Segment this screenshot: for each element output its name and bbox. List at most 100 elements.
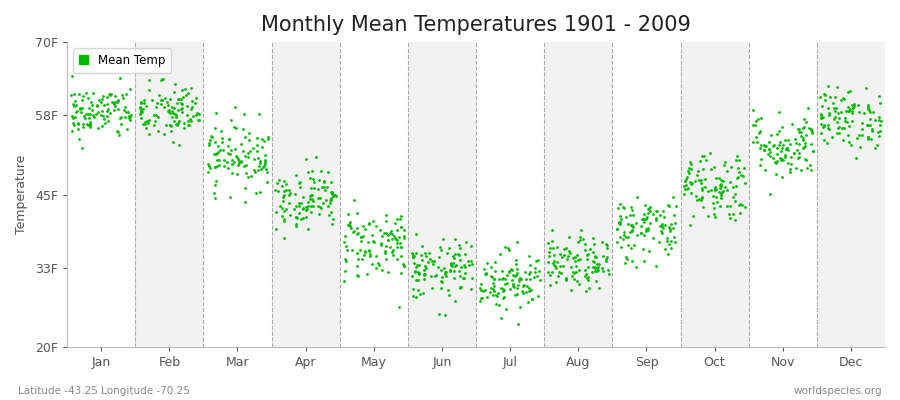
Point <box>112 75 127 81</box>
Point <box>626 224 640 230</box>
Point <box>763 149 778 155</box>
Point <box>376 230 391 236</box>
Point <box>641 210 655 216</box>
Point <box>854 132 868 138</box>
Point <box>821 122 835 129</box>
Point <box>721 211 735 218</box>
Point <box>279 187 293 193</box>
Point <box>290 215 304 221</box>
Point <box>328 192 343 198</box>
Point <box>770 151 784 157</box>
Point <box>231 160 246 166</box>
Point <box>791 155 806 162</box>
Point <box>224 161 238 168</box>
Point <box>816 114 831 120</box>
Point <box>322 200 337 206</box>
Point <box>213 128 228 134</box>
Point <box>437 312 452 318</box>
Point <box>393 213 408 219</box>
Point <box>700 213 715 219</box>
Point <box>324 179 338 185</box>
Point <box>269 226 284 232</box>
Point <box>586 249 600 255</box>
Point <box>729 174 743 181</box>
Point <box>590 264 604 271</box>
Point <box>599 254 614 260</box>
Point <box>655 222 670 229</box>
Point <box>555 254 570 260</box>
Point <box>153 101 167 108</box>
Point <box>107 107 122 114</box>
Point <box>155 76 169 82</box>
Point <box>122 115 136 121</box>
Point <box>728 217 742 223</box>
Point <box>247 156 261 162</box>
Point <box>630 232 644 238</box>
Point <box>180 103 194 109</box>
Point <box>595 239 609 246</box>
Point <box>166 104 180 111</box>
Point <box>479 270 493 276</box>
Point <box>736 164 751 171</box>
Point <box>80 121 94 127</box>
Point <box>303 202 318 209</box>
Point <box>142 87 157 93</box>
Point <box>149 100 164 106</box>
Point <box>358 226 373 232</box>
Point <box>776 141 790 148</box>
Point <box>275 194 290 200</box>
Point <box>299 207 313 214</box>
Point <box>417 271 431 278</box>
Point <box>289 222 303 229</box>
Point <box>214 139 229 145</box>
Point <box>145 97 159 103</box>
Point <box>708 214 723 220</box>
Point <box>189 94 203 101</box>
Point <box>513 304 527 310</box>
Point <box>456 274 471 281</box>
Point <box>175 109 189 115</box>
Point <box>337 277 351 284</box>
Point <box>599 256 614 262</box>
Point <box>449 262 464 268</box>
Point <box>209 178 223 184</box>
Point <box>871 129 886 135</box>
Point <box>662 228 677 234</box>
Point <box>623 212 637 218</box>
Point <box>664 238 679 244</box>
Point <box>390 237 404 243</box>
Point <box>733 201 747 207</box>
Point <box>87 114 102 121</box>
Point <box>86 102 100 108</box>
Point <box>238 111 252 118</box>
Point <box>582 246 597 252</box>
Point <box>588 253 602 259</box>
Point <box>392 240 407 247</box>
Point <box>100 108 114 114</box>
Point <box>422 250 436 256</box>
Point <box>634 223 648 229</box>
Point <box>522 262 536 268</box>
Point <box>94 122 109 129</box>
Point <box>439 269 454 275</box>
Point <box>338 256 353 262</box>
Point <box>435 278 449 284</box>
Point <box>778 152 793 158</box>
Point <box>498 281 512 288</box>
Point <box>446 275 461 281</box>
Point <box>873 128 887 134</box>
Point <box>701 188 716 194</box>
Point <box>488 268 502 274</box>
Point <box>822 110 836 116</box>
Point <box>178 86 193 92</box>
Point <box>363 251 377 258</box>
Point <box>845 105 859 111</box>
Point <box>137 97 151 103</box>
Point <box>667 234 681 241</box>
Point <box>436 265 451 272</box>
Point <box>371 260 385 266</box>
Point <box>488 259 502 265</box>
Point <box>543 272 557 278</box>
Point <box>491 275 506 282</box>
Point <box>434 266 448 273</box>
